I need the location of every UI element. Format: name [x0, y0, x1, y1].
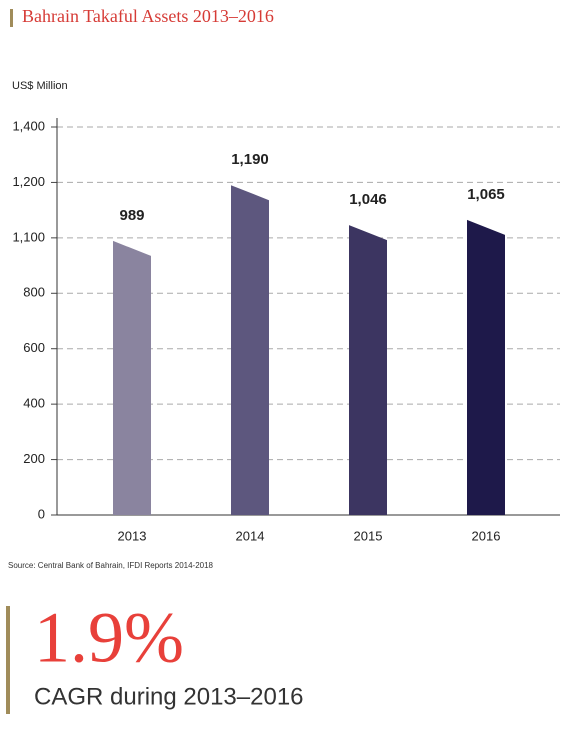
y-tick-label: 400: [23, 396, 45, 411]
y-tick-label: 1,100: [12, 229, 45, 244]
highlight-marker: [6, 606, 10, 714]
x-tick-label: 2016: [472, 528, 501, 543]
y-tick-label: 200: [23, 451, 45, 466]
source-note: Source: Central Bank of Bahrain, IFDI Re…: [8, 561, 214, 570]
x-tick-label: 2015: [354, 528, 383, 543]
bar: [349, 225, 387, 515]
bar: [467, 219, 505, 516]
y-tick-label: 1,400: [12, 118, 45, 133]
y-tick-label: 1,200: [12, 174, 45, 189]
y-tick-label: 600: [23, 340, 45, 355]
value-label: 1,046: [349, 191, 387, 208]
x-tick-label: 2013: [118, 528, 147, 543]
highlight-value: 1.9%: [34, 598, 184, 678]
value-label: 1,065: [467, 186, 505, 203]
x-tick-label: 2014: [236, 528, 265, 543]
y-tick-label: 800: [23, 285, 45, 300]
y-tick-label: 0: [38, 506, 45, 521]
value-label: 1,190: [231, 151, 269, 168]
bar: [231, 185, 269, 515]
y-axis-label: US$ Million: [12, 80, 68, 92]
chart-title: Bahrain Takaful Assets 2013–2016: [22, 6, 274, 26]
bar: [113, 240, 151, 516]
title-marker: [10, 9, 13, 27]
highlight-caption: CAGR during 2013–2016: [34, 683, 304, 710]
value-label: 989: [119, 207, 144, 224]
